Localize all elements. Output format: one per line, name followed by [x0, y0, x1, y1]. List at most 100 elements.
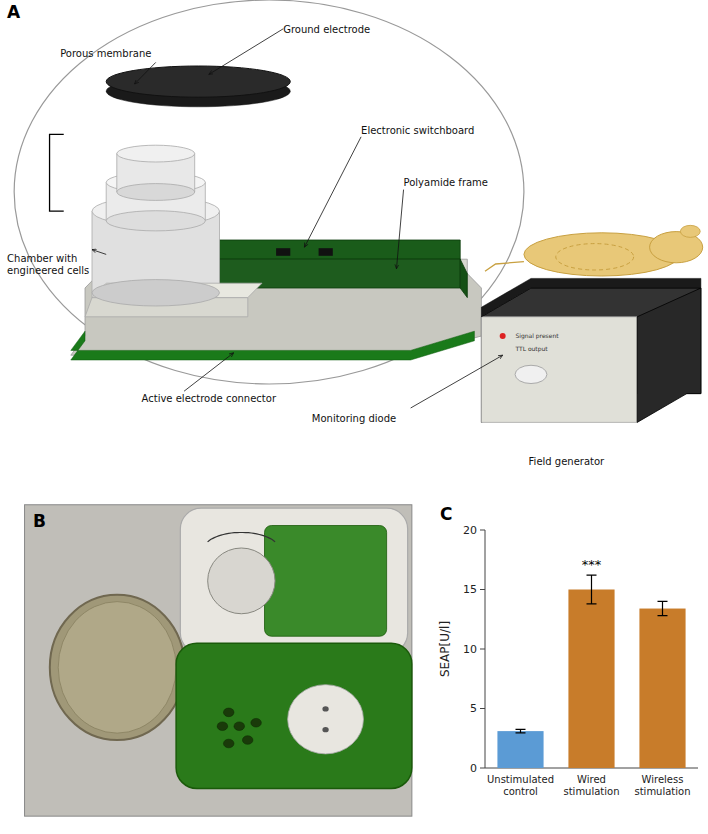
- y-tick-label: 0: [470, 762, 477, 775]
- photo-frame: [25, 505, 412, 816]
- bar: [568, 590, 614, 769]
- membrane-disk: [106, 66, 290, 97]
- annotation: TTL output: [514, 345, 548, 353]
- y-tick: [480, 589, 485, 590]
- y-tick-label: 20: [463, 524, 477, 537]
- text-line: Chamber with: [7, 253, 77, 264]
- panel-c: 05101520UnstimulatedcontrolWiredstimulat…: [438, 504, 698, 797]
- annotation: Signal present: [515, 332, 559, 340]
- y-tick: [480, 649, 485, 650]
- knob: [515, 365, 547, 383]
- text-line: Wireless: [642, 774, 684, 785]
- small-cylinder-top: [117, 145, 195, 162]
- y-tick-label: 10: [463, 643, 477, 656]
- error-bar: [516, 729, 526, 733]
- annotation: Field generator: [529, 455, 606, 466]
- pcb-component: [242, 736, 253, 745]
- chamber-bottom: [92, 280, 219, 306]
- generator-back: [481, 288, 701, 422]
- panel-label: C: [440, 504, 452, 524]
- pcb-component: [234, 722, 245, 731]
- y-axis: [485, 530, 486, 768]
- text-line: stimulation: [563, 786, 619, 797]
- mouse-platform: [481, 278, 701, 316]
- annotation-arrow: [135, 62, 156, 84]
- figure: Ground electrode Porous membrane Electroni…: [0, 0, 708, 834]
- annotation: Polyamide frame: [404, 177, 488, 188]
- oval-dot: [322, 727, 328, 732]
- text-line: control: [503, 786, 538, 797]
- annotation-arrow: [411, 355, 503, 408]
- annotation-arrow: [209, 29, 283, 75]
- text-line: Field generator: [529, 455, 606, 466]
- pcb-component: [217, 722, 228, 731]
- wire: [208, 533, 276, 542]
- coin: [50, 595, 185, 740]
- annotation: Monitoring diode: [312, 412, 396, 423]
- device-top-disk: [208, 548, 275, 614]
- text-line: Electronic switchboard: [361, 124, 474, 135]
- text-line: Active electrode connector: [142, 393, 277, 404]
- inner-ring-bottom: [106, 211, 205, 231]
- oval-dot: [322, 706, 328, 711]
- annotation-arrow: [396, 190, 403, 269]
- y-axis-label: SEAP[U/l]: [438, 621, 452, 677]
- annotation: Porous membrane: [60, 47, 151, 58]
- mouse-tail: [485, 262, 524, 272]
- device-bottom-oval: [288, 685, 364, 754]
- bar: [497, 731, 543, 768]
- annotation: Electronic switchboard: [361, 124, 474, 135]
- y-tick: [480, 768, 485, 769]
- text-line: Porous membrane: [60, 47, 151, 58]
- mouse-ear: [680, 225, 700, 237]
- significance: ***: [582, 557, 602, 572]
- device-top-pcb: [265, 526, 387, 637]
- device-bottom: [176, 643, 412, 788]
- figure-root: Ground electrode Porous membrane Electroni…: [0, 0, 708, 834]
- pcb-component: [251, 718, 262, 727]
- panel-label: A: [7, 2, 21, 22]
- annotation-arrow: [92, 250, 106, 255]
- text-line: Signal present: [515, 332, 559, 340]
- coin-inner: [58, 602, 176, 733]
- bar: [639, 609, 685, 768]
- generator-side: [637, 288, 701, 422]
- pcb-component: [223, 708, 234, 717]
- background: [0, 0, 708, 834]
- annotation-arrow: [184, 353, 234, 391]
- text-line: Unstimulated: [487, 774, 554, 785]
- scale-bracket: [50, 134, 64, 211]
- annotation: Chamber withengineered cells: [7, 253, 89, 276]
- generator-front: [481, 317, 637, 423]
- zoom-oval: [14, 0, 524, 384]
- pcb-right: [460, 259, 467, 297]
- panel-b: B: [25, 505, 412, 816]
- text-line: Wired: [577, 774, 606, 785]
- annotation-arrow: [304, 137, 361, 247]
- panel-a: Ground electrode Porous membrane Electroni…: [7, 0, 703, 466]
- error-bar: [587, 575, 597, 604]
- annotation: Active electrode connector: [142, 393, 277, 404]
- annotation: Ground electrode: [283, 23, 370, 34]
- bars: [497, 575, 685, 768]
- text-line: stimulation: [634, 786, 690, 797]
- green-strip: [71, 331, 475, 360]
- text-line: Ground electrode: [283, 23, 370, 34]
- panel-label: B: [33, 511, 46, 531]
- text-line: Polyamide frame: [404, 177, 488, 188]
- text-line: TTL output: [514, 345, 548, 353]
- y-tick: [480, 708, 485, 709]
- text-line: engineered cells: [7, 265, 89, 276]
- led: [500, 333, 506, 339]
- device-top: [180, 508, 407, 653]
- pcb-component: [223, 739, 234, 748]
- y-tick: [480, 530, 485, 531]
- pcb-component: [319, 248, 333, 256]
- x-tick-label: Wiredstimulation: [563, 774, 619, 797]
- error-bar: [658, 601, 668, 615]
- pcb-component: [276, 248, 290, 256]
- implant-outline: [556, 244, 634, 270]
- text-line: Monitoring diode: [312, 412, 396, 423]
- x-tick-label: Wirelessstimulation: [634, 774, 690, 797]
- small-cylinder-bottom: [117, 184, 195, 201]
